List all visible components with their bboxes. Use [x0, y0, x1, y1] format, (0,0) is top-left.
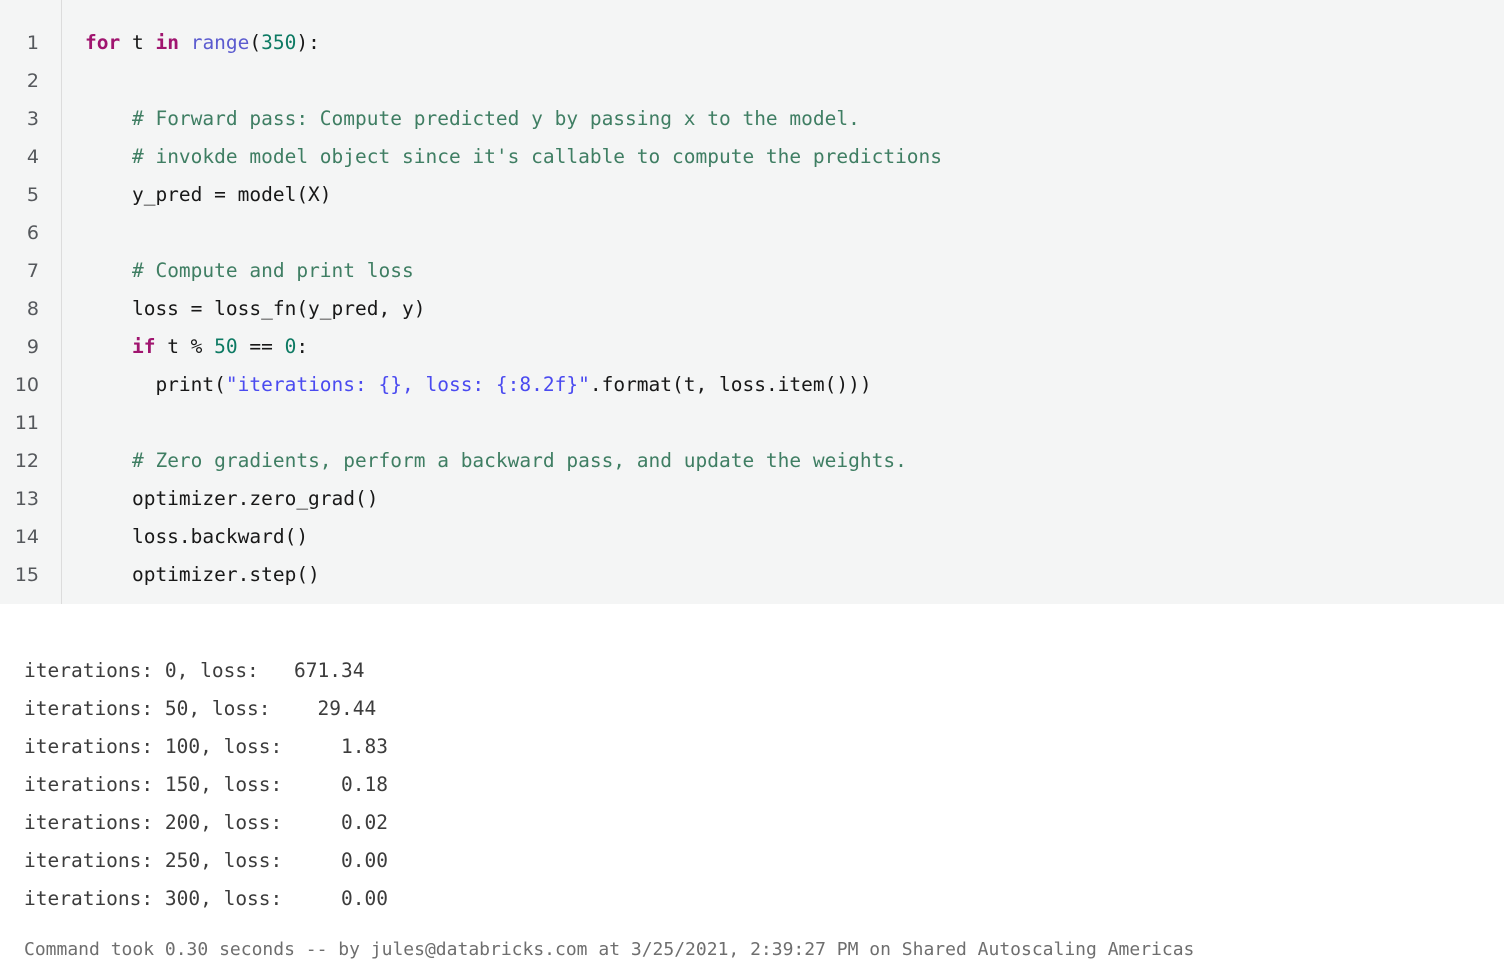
code-token-num: 350: [261, 31, 297, 54]
code-line: optimizer.zero_grad(): [63, 480, 1504, 518]
code-line: for t in range(350):: [63, 24, 1504, 62]
code-token-plain: [85, 259, 132, 282]
code-token-plain: .format(t, loss.item())): [589, 373, 872, 396]
line-number: 12: [14, 450, 39, 472]
line-number: 4: [26, 146, 39, 168]
code-token-kw: in: [155, 31, 179, 54]
code-token-plain: y_pred = model(X): [85, 183, 332, 206]
code-token-plain: ):: [296, 31, 320, 54]
code-token-kw: if: [131, 335, 156, 358]
line-number: 13: [14, 488, 39, 510]
code-token-comment: # Compute and print loss: [131, 259, 414, 282]
code-token-comment: # Zero gradients, perform a backward pas…: [131, 449, 907, 472]
code-token-plain: t %: [155, 335, 215, 358]
output-line: iterations: 100, loss: 1.83: [24, 735, 388, 758]
code-token-num: 50: [214, 335, 238, 358]
code-line: # Zero gradients, perform a backward pas…: [63, 442, 1504, 480]
line-number: 1: [26, 32, 39, 54]
output-line: iterations: 250, loss: 0.00: [24, 849, 388, 872]
line-number-gutter: 1 2 3 4 5 6 7 8 9 10 11 12 13 14 15: [0, 0, 62, 604]
line-number: 2: [26, 70, 39, 92]
output-line: iterations: 0, loss: 671.34: [24, 659, 365, 682]
code-token-plain: (: [249, 31, 262, 54]
output-line-list: iterations: 0, loss: 671.34 iterations: 5…: [24, 652, 1504, 918]
code-token-comment: # Forward pass: Compute predicted y by p…: [131, 107, 860, 130]
line-number: 14: [14, 526, 39, 548]
line-number: 3: [26, 108, 39, 130]
code-token-kw: for: [85, 31, 121, 54]
code-line: loss.backward(): [63, 518, 1504, 556]
line-number: 9: [26, 336, 39, 358]
code-token-builtin: range: [190, 31, 250, 54]
code-token-plain: [179, 31, 191, 54]
code-line: # invokde model object since it's callab…: [63, 138, 1504, 176]
code-token-plain: [85, 107, 132, 130]
cell-output-area: iterations: 0, loss: 671.34 iterations: 5…: [0, 604, 1504, 970]
code-token-plain: [85, 449, 132, 472]
code-line: optimizer.step(): [63, 556, 1504, 594]
code-token-plain: optimizer.zero_grad(): [85, 487, 379, 510]
line-number: 10: [14, 374, 39, 396]
code-token-comment: # invokde model object since it's callab…: [131, 145, 943, 168]
line-number: 6: [26, 222, 39, 244]
code-token-plain: print(: [85, 373, 226, 396]
code-line: loss = loss_fn(y_pred, y): [63, 290, 1504, 328]
code-line: print("iterations: {}, loss: {:8.2f}".fo…: [63, 366, 1504, 404]
code-line: [63, 62, 1504, 100]
output-line: iterations: 300, loss: 0.00: [24, 887, 388, 910]
code-token-str: "iterations: {}, loss: {:8.2f}": [225, 373, 590, 396]
code-token-plain: :: [296, 335, 309, 358]
notebook-code-cell[interactable]: 1 2 3 4 5 6 7 8 9 10 11 12 13 14 15 for t in range(350…: [0, 0, 1504, 604]
line-number-list: 1 2 3 4 5 6 7 8 9 10 11 12 13 14 15: [0, 0, 61, 594]
code-line: y_pred = model(X): [63, 176, 1504, 214]
output-line: iterations: 150, loss: 0.18: [24, 773, 388, 796]
line-number: 8: [26, 298, 39, 320]
cell-execution-footer: Command took 0.30 seconds -- by jules@da…: [24, 939, 1195, 960]
code-token-plain: t: [120, 31, 156, 54]
output-line: iterations: 200, loss: 0.02: [24, 811, 388, 834]
code-line: if t % 50 == 0:: [63, 328, 1504, 366]
line-number: 15: [14, 564, 39, 586]
line-number: 5: [26, 184, 39, 206]
code-token-plain: [85, 145, 132, 168]
line-number: 7: [26, 260, 39, 282]
code-line: [63, 404, 1504, 442]
code-line: # Forward pass: Compute predicted y by p…: [63, 100, 1504, 138]
code-token-plain: loss.backward(): [85, 525, 309, 548]
code-token-plain: optimizer.step(): [85, 563, 320, 586]
code-line: # Compute and print loss: [63, 252, 1504, 290]
line-number: 11: [14, 412, 39, 434]
code-token-plain: loss = loss_fn(y_pred, y): [85, 297, 426, 320]
code-editor-area[interactable]: for t in range(350): # Forward pass: Com…: [63, 0, 1504, 604]
code-line-list: for t in range(350): # Forward pass: Com…: [63, 24, 1504, 594]
code-line: [63, 214, 1504, 252]
output-line: iterations: 50, loss: 29.44: [24, 697, 377, 720]
code-token-num: 0: [284, 335, 297, 358]
code-token-plain: ==: [237, 335, 285, 358]
code-token-plain: [85, 335, 132, 358]
